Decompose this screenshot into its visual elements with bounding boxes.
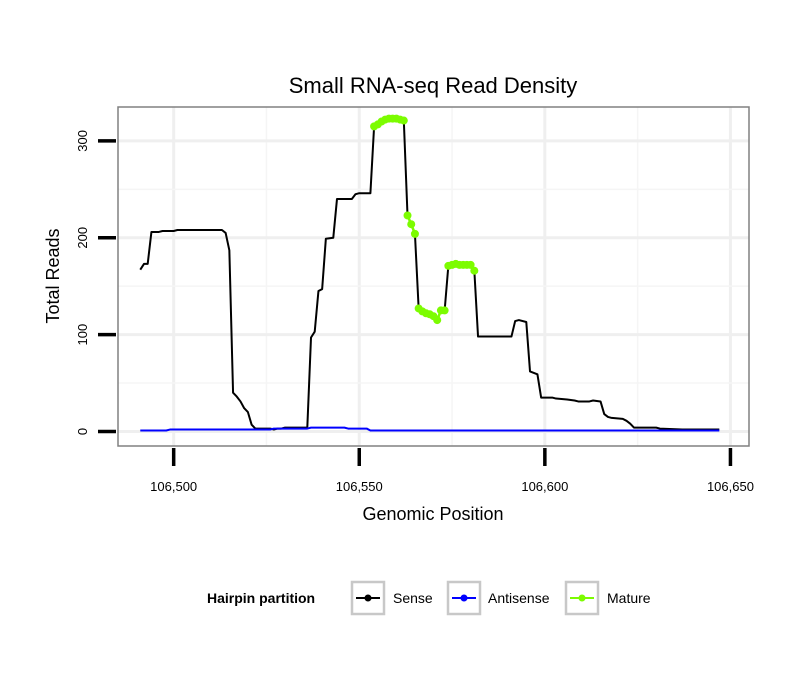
y-tick-label: 300: [75, 130, 90, 152]
series-point-mature: [410, 229, 419, 238]
legend-point-sense-icon: [364, 594, 372, 602]
y-axis: 0 100 200 300: [75, 130, 116, 435]
x-tick-label: 106,550: [336, 479, 383, 494]
series-line-sense: [139, 117, 720, 431]
series-layer: [139, 114, 720, 432]
series-point-mature: [466, 260, 475, 269]
legend-label-mature: Mature: [607, 590, 651, 606]
legend-title: Hairpin partition: [207, 590, 315, 606]
chart-title: Small RNA-seq Read Density: [289, 73, 578, 98]
grid-lines: [118, 107, 749, 446]
series-line-antisense: [140, 426, 720, 432]
legend-item-sense: Sense: [350, 580, 433, 616]
legend-point-mature-icon: [578, 594, 586, 602]
x-tick-label: 106,650: [707, 479, 754, 494]
x-axis: 106,500 106,550 106,600 106,650: [150, 448, 754, 494]
x-tick-label: 106,600: [521, 479, 568, 494]
legend-label-antisense: Antisense: [488, 590, 550, 606]
series-point-mature: [399, 116, 408, 125]
y-tick-label: 100: [75, 324, 90, 346]
series-point-mature: [433, 316, 442, 325]
legend-label-sense: Sense: [393, 590, 433, 606]
series-point-mature: [440, 306, 449, 315]
series-point-mature: [407, 220, 416, 229]
legend-item-antisense: Antisense: [446, 580, 550, 616]
legend-item-mature: Mature: [564, 580, 651, 616]
plot-border: [117, 106, 750, 447]
x-axis-title: Genomic Position: [362, 504, 503, 524]
legend: Hairpin partition Sense Antisense Mature: [207, 580, 651, 616]
series-point-mature: [470, 266, 479, 275]
legend-point-antisense-icon: [460, 594, 468, 602]
y-tick-label: 0: [75, 428, 90, 435]
y-tick-label: 200: [75, 227, 90, 249]
series-point-mature: [403, 211, 412, 220]
x-tick-label: 106,500: [150, 479, 197, 494]
plot-panel: [117, 106, 750, 447]
y-axis-title: Total Reads: [43, 228, 63, 323]
